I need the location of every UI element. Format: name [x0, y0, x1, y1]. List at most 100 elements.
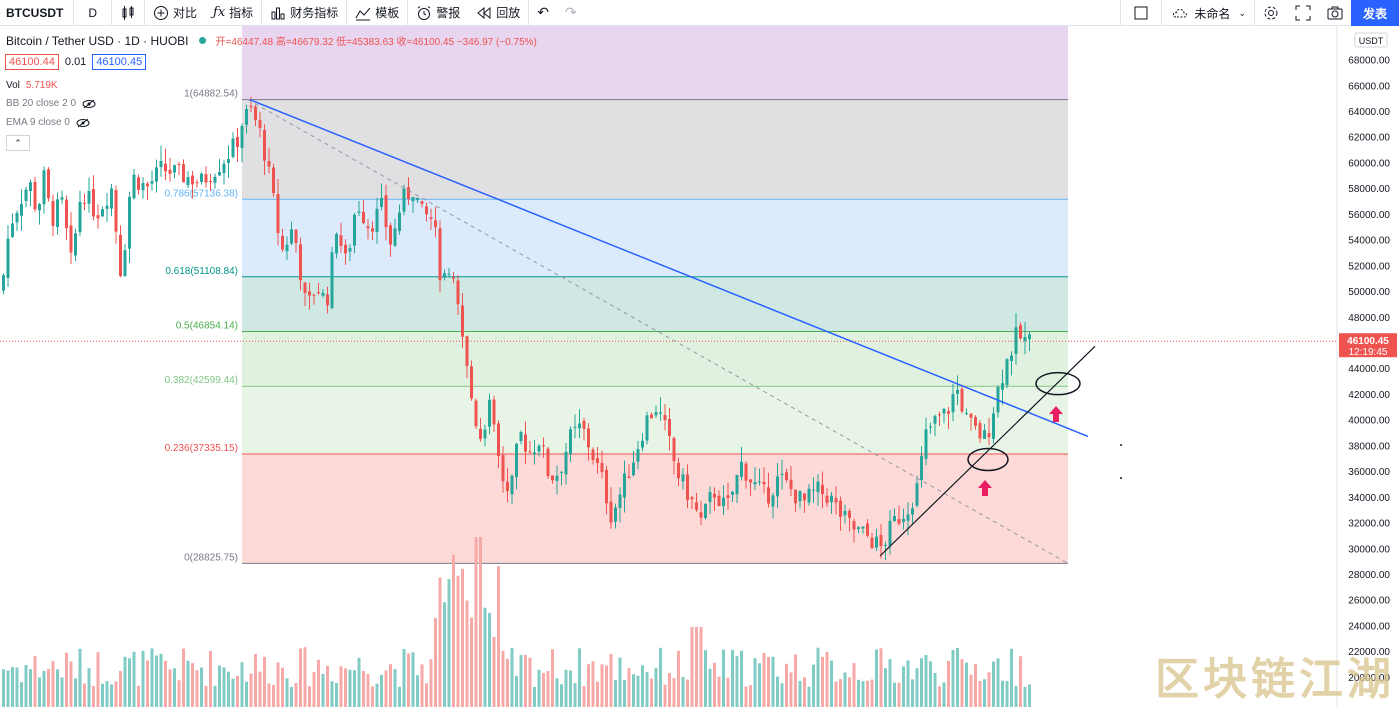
candle-body [938, 414, 941, 416]
snapshot-button[interactable] [1319, 0, 1351, 26]
volume-bar [699, 627, 703, 707]
price-chart[interactable]: 1(64882.54) 0.786(57136.38) 0.618(51108.84… [0, 26, 1399, 707]
volume-bar [690, 627, 694, 707]
volume-bar [155, 655, 158, 707]
replay-button[interactable]: 回放 [468, 0, 528, 26]
candle-body [933, 415, 937, 424]
volume-bar [1014, 685, 1018, 707]
volume-bar [182, 648, 185, 707]
candle-body [848, 510, 851, 518]
candle-body [177, 164, 181, 166]
fullscreen-button[interactable] [1287, 0, 1319, 26]
candle-body [281, 235, 284, 250]
candle-body [654, 412, 658, 416]
layout-name-dropdown[interactable]: 未命名 ⌄ [1162, 0, 1254, 26]
highlight-ellipse [967, 447, 1009, 472]
volume-bar [920, 658, 923, 707]
financials-button[interactable]: 财务指标 [262, 0, 346, 26]
volume-bar [465, 600, 469, 707]
volume-bar [299, 648, 302, 707]
volume-bar [627, 668, 631, 707]
candle-body [380, 197, 383, 207]
templates-label: 模板 [375, 6, 400, 20]
volume-bar [110, 684, 113, 707]
currency-box [1354, 32, 1388, 48]
volume-bar [294, 683, 298, 707]
alarm-clock-icon [417, 5, 431, 20]
candle-body [438, 228, 442, 281]
redo-button[interactable]: ↷ [557, 0, 585, 26]
volume-bar [276, 662, 280, 707]
volume-bar [533, 686, 536, 707]
candle-body [893, 516, 896, 521]
volume-bar [515, 675, 518, 707]
candle-body [83, 202, 86, 204]
candle-body [686, 474, 689, 501]
price-tick-label: 62000.00 [1348, 133, 1390, 144]
candle-body [740, 461, 743, 477]
eye-off-icon[interactable] [76, 118, 90, 128]
alert-button[interactable]: 警报 [408, 0, 468, 26]
candle-body [780, 473, 784, 475]
arrow-up-icon [1049, 406, 1063, 422]
volume-bar [672, 678, 676, 707]
candle-body [632, 462, 635, 476]
collapse-legend-button[interactable]: ⌃ [6, 135, 30, 151]
price-tick-label: 58000.00 [1348, 184, 1390, 195]
sell-price-box[interactable]: 46100.44 [5, 54, 59, 70]
candle-body [749, 479, 752, 483]
undo-button[interactable]: ↶ [529, 0, 557, 26]
chart-area[interactable]: 1(64882.54) 0.786(57136.38) 0.618(51108.84… [0, 26, 1399, 707]
volume-bar [821, 656, 824, 707]
candle-body [897, 518, 901, 524]
candle-body [902, 518, 905, 522]
candle-body [533, 452, 536, 455]
volume-bar [510, 647, 514, 707]
volume-bar [407, 653, 410, 707]
volume-bar [209, 650, 212, 707]
indicators-button[interactable]: ƒx 指标 [205, 0, 261, 26]
volume-bar [650, 678, 653, 707]
bb-legend[interactable]: BB 20 close 2 0 [6, 98, 96, 109]
candle-body [843, 510, 847, 516]
candle-body [762, 481, 766, 485]
settings-button[interactable] [1255, 0, 1287, 26]
price-tick-label: 24000.00 [1348, 621, 1390, 632]
candle-body [870, 537, 874, 548]
volume-bar [137, 685, 140, 707]
eye-off-icon[interactable] [82, 99, 96, 109]
toolbar-divider [407, 0, 409, 26]
candle-body [546, 448, 550, 477]
buy-price-box[interactable]: 46100.45 [92, 54, 147, 70]
ema-legend[interactable]: EMA 9 close 0 [6, 117, 90, 128]
volume-bar [56, 669, 59, 707]
volume-bar [15, 667, 19, 707]
candle-body [267, 160, 271, 167]
symbol-search[interactable]: BTCUSDT [6, 5, 64, 20]
chart-type-button[interactable] [112, 0, 144, 26]
volume-bar [807, 686, 811, 707]
marker-dot [1120, 477, 1122, 479]
interval-button[interactable]: D [88, 5, 97, 20]
spread-value: 0.01 [64, 56, 87, 68]
candle-body [672, 437, 676, 462]
candle-body [96, 215, 100, 219]
volume-bar [605, 665, 608, 707]
candle-body [510, 475, 514, 495]
price-tick-label: 66000.00 [1348, 81, 1390, 92]
volume-bar [780, 683, 784, 707]
compare-button[interactable]: 对比 [145, 0, 205, 26]
alert-label: 警报 [436, 6, 461, 20]
volume-bar [866, 680, 869, 707]
fib-level-label: 0.786(57136.38) [165, 188, 238, 199]
volume-bar [762, 653, 766, 707]
bb-label: BB 20 close 2 0 [6, 98, 77, 109]
candle-body [299, 244, 302, 281]
volume-bar [150, 648, 154, 707]
templates-button[interactable]: 模板 [347, 0, 407, 26]
publish-button[interactable]: 发表 [1350, 0, 1399, 26]
volume-bar [960, 659, 964, 707]
last-price-label: 46100.45 [1347, 336, 1389, 347]
candle-body [132, 174, 136, 199]
layout-toggle-button[interactable] [1121, 0, 1161, 26]
